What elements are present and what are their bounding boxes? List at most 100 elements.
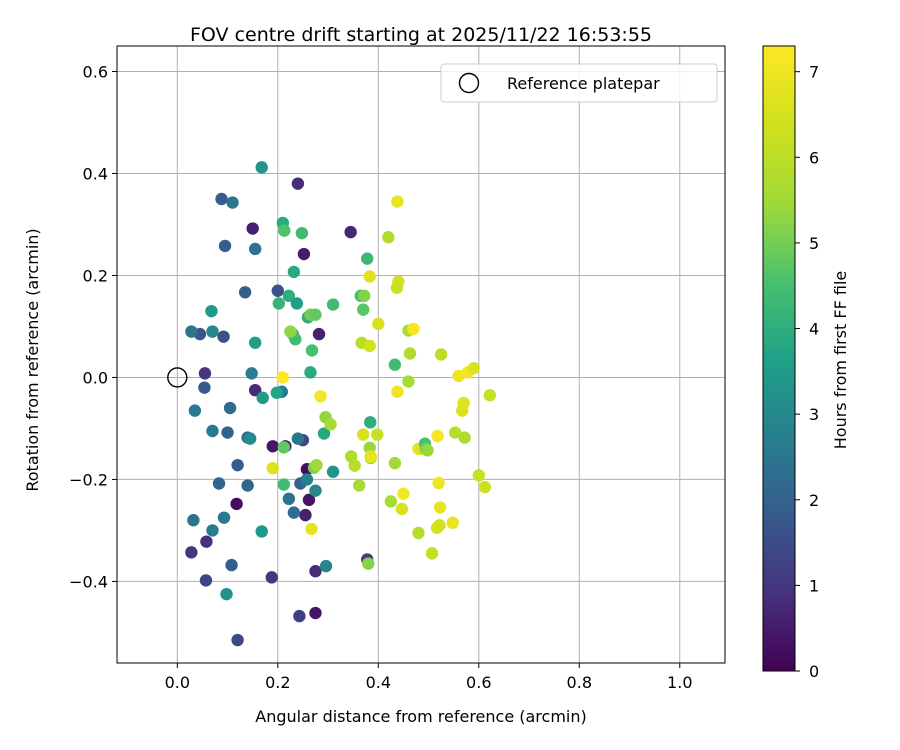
data-point — [223, 401, 237, 415]
data-point — [205, 304, 218, 318]
data-point — [433, 501, 447, 514]
data-point — [225, 558, 238, 572]
data-point — [352, 479, 366, 492]
data-point — [255, 161, 268, 174]
data-point — [248, 383, 262, 397]
grid — [117, 46, 725, 663]
colorbar-label: Hours from first FF file — [831, 271, 850, 450]
data-point — [433, 519, 446, 532]
data-point — [472, 469, 485, 482]
legend-marker — [458, 72, 480, 94]
data-point — [372, 317, 385, 331]
data-point — [248, 242, 262, 256]
data-point — [277, 478, 291, 491]
data-point — [291, 432, 305, 445]
data-point — [270, 386, 283, 399]
data-point — [344, 225, 357, 239]
data-point — [390, 281, 404, 294]
data-point — [218, 239, 232, 253]
data-point — [403, 347, 417, 360]
data-point — [478, 480, 492, 494]
data-point — [206, 325, 219, 338]
data-point — [284, 325, 297, 338]
colorbar: 0 1 2 3 4 5 6 7 Hours from first FF file — [762, 45, 850, 681]
data-point — [188, 404, 202, 417]
data-point — [220, 587, 233, 601]
data-point — [457, 396, 470, 410]
data-point — [185, 546, 198, 559]
colorbar-tick-label: 0 — [809, 662, 819, 681]
data-points — [185, 161, 497, 647]
data-point — [278, 224, 291, 237]
data-point — [309, 308, 322, 321]
data-point — [245, 367, 258, 380]
data-point — [185, 325, 198, 338]
plot-frame — [116, 45, 726, 664]
data-point — [326, 465, 340, 478]
legend: Reference platepar — [440, 63, 718, 103]
data-point — [364, 416, 377, 429]
x-axis: 0.0 0.2 0.4 0.6 0.8 1.0 — [165, 663, 693, 692]
data-point — [382, 231, 395, 244]
data-point — [310, 458, 323, 472]
data-point — [299, 508, 312, 522]
x-axis-title: Angular distance from reference (arcmin) — [255, 707, 586, 726]
data-point — [391, 195, 404, 208]
data-point — [199, 574, 213, 587]
data-point — [198, 381, 211, 394]
x-tick-label: 0.6 — [466, 673, 491, 692]
data-point — [241, 479, 254, 492]
x-tick-label: 0.8 — [567, 673, 592, 692]
data-point — [248, 336, 262, 349]
colorbar-tick-label: 7 — [809, 63, 819, 82]
data-point — [290, 297, 304, 310]
data-point — [434, 348, 448, 361]
data-point — [467, 362, 480, 375]
x-tick-label: 0.0 — [165, 673, 190, 692]
x-tick-label: 1.0 — [667, 673, 692, 692]
data-point — [302, 493, 316, 507]
data-point — [255, 525, 268, 538]
data-point — [221, 426, 234, 439]
data-point — [293, 609, 306, 623]
data-point — [305, 344, 319, 357]
data-point — [391, 385, 404, 398]
data-point — [246, 222, 259, 235]
y-tick-label: 0.6 — [83, 62, 108, 81]
data-point — [287, 265, 301, 279]
data-point — [206, 524, 219, 537]
colorbar-gradient — [762, 45, 796, 672]
data-point — [431, 429, 444, 443]
chart-title: FOV centre drift starting at 2025/11/22 … — [190, 24, 652, 46]
data-point — [230, 497, 243, 511]
data-point — [266, 440, 279, 453]
data-point — [256, 391, 269, 405]
data-point — [277, 441, 291, 454]
colorbar-tick-label: 3 — [809, 405, 819, 424]
data-point — [402, 375, 415, 388]
data-point — [238, 286, 252, 299]
data-point — [395, 502, 409, 516]
data-point — [363, 339, 376, 353]
data-point — [384, 495, 398, 508]
colorbar-tick-label: 2 — [809, 491, 819, 510]
data-point — [226, 196, 239, 209]
data-point — [458, 431, 471, 444]
data-point — [309, 484, 322, 497]
data-point — [348, 459, 361, 472]
data-point — [271, 284, 284, 297]
data-point — [217, 330, 230, 343]
data-point — [231, 458, 244, 472]
data-point — [432, 476, 445, 490]
colorbar-tick-label: 5 — [809, 234, 819, 253]
data-point — [282, 492, 296, 506]
data-point — [421, 444, 434, 457]
data-point — [448, 426, 462, 439]
y-tick-label: −0.4 — [69, 572, 108, 591]
data-point — [397, 487, 410, 500]
colorbar-tick-label: 6 — [809, 148, 819, 167]
colorbar-tick-label: 4 — [809, 320, 819, 339]
data-point — [446, 516, 459, 529]
data-point — [206, 424, 219, 438]
